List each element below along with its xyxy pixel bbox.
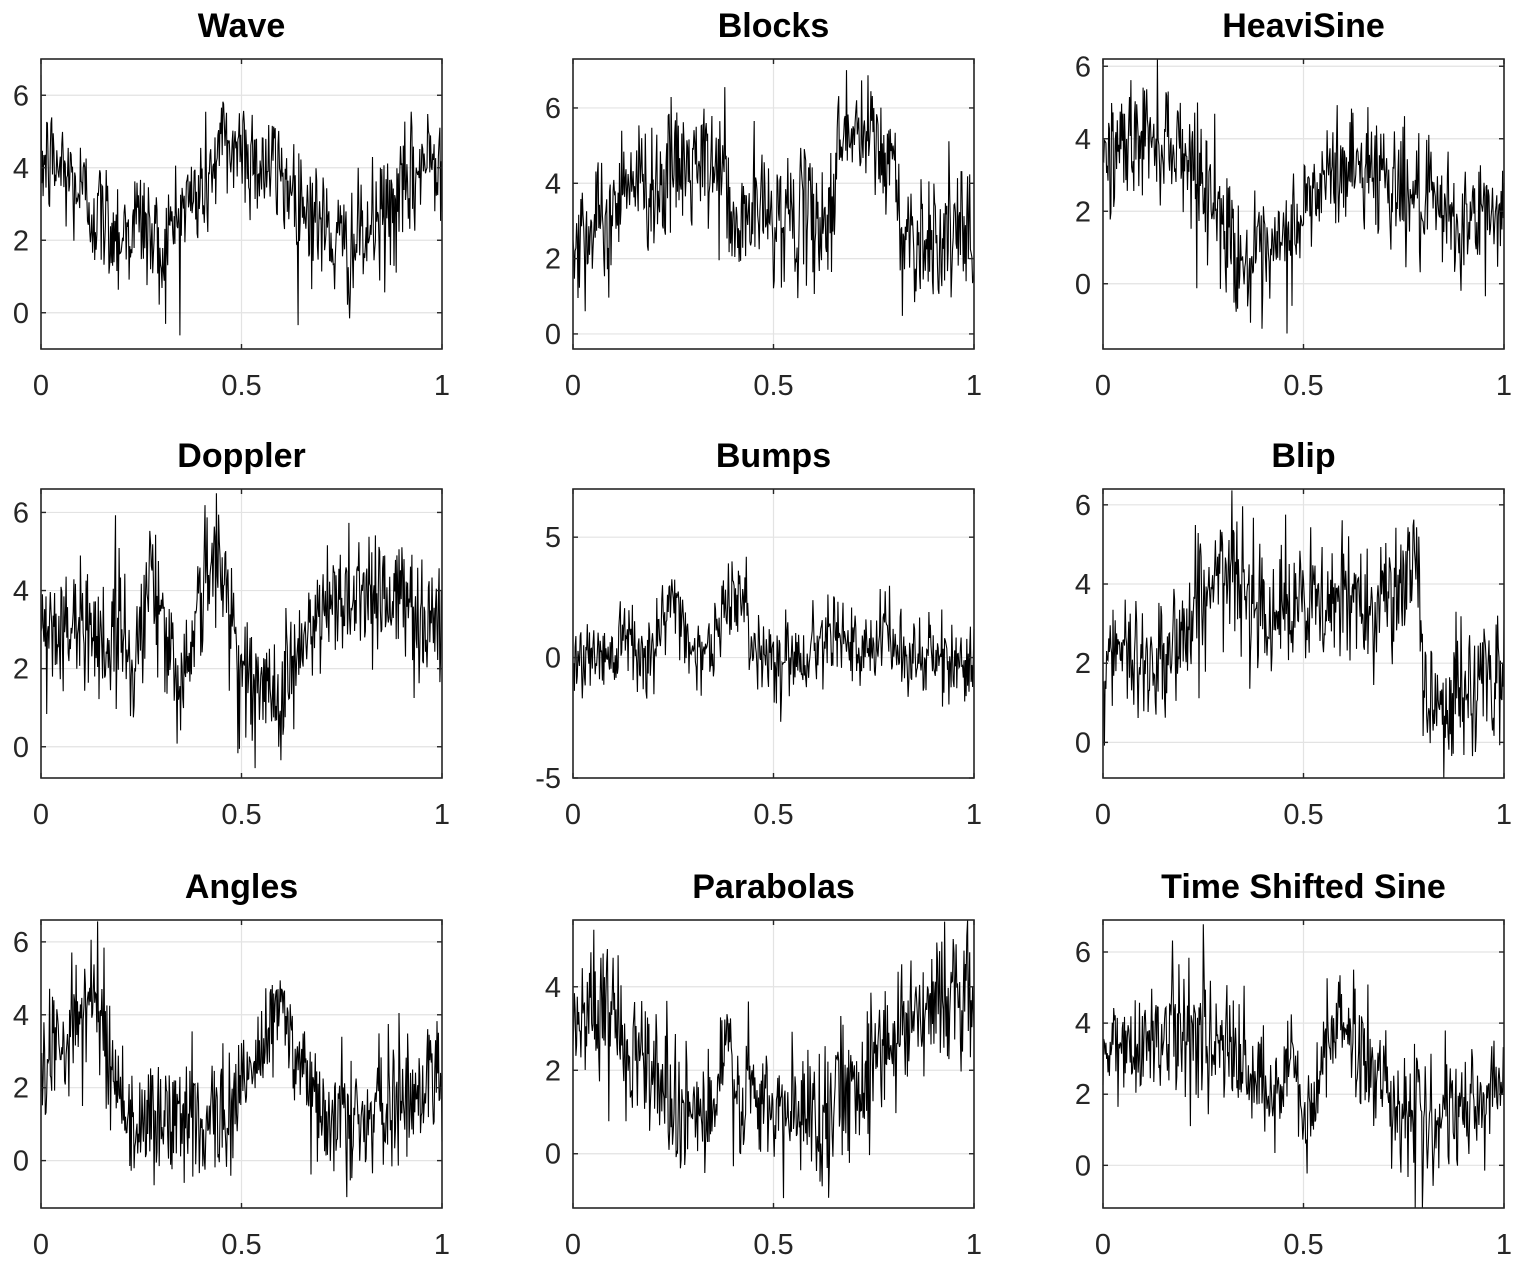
y-tick-label: -5 xyxy=(535,763,561,795)
y-tick-label: 6 xyxy=(1075,51,1091,83)
y-tick-label: 4 xyxy=(13,153,29,185)
subplot-7: 0 0.5 1 0 2 4 6 Angles xyxy=(13,868,450,1261)
x-tick-label: 0.5 xyxy=(221,799,261,831)
subplot-9: 0 0.5 1 0 2 4 6 Time Shifted Sine xyxy=(1075,868,1512,1261)
subplot-title: Parabolas xyxy=(692,868,855,906)
subplot-title: Blip xyxy=(1271,437,1335,475)
y-tick-label: 6 xyxy=(1075,937,1091,969)
x-tick-label: 0.5 xyxy=(221,370,261,402)
x-tick-label: 1 xyxy=(434,370,450,402)
y-tick-label: 4 xyxy=(1075,1008,1091,1040)
subplot-title: Blocks xyxy=(718,7,830,45)
x-tick-label: 0 xyxy=(565,1229,581,1261)
y-tick-label: 2 xyxy=(13,225,29,257)
subplot-title: HeaviSine xyxy=(1222,7,1385,45)
subplot-4: 0 0.5 1 0 2 4 6 Doppler xyxy=(13,437,450,831)
series-line xyxy=(572,70,975,316)
y-tick-label: 5 xyxy=(545,522,561,554)
x-tick-label: 0.5 xyxy=(753,799,793,831)
x-tick-label: 0.5 xyxy=(221,1229,261,1261)
y-tick-label: 0 xyxy=(13,732,29,764)
subplot-title: Angles xyxy=(185,868,298,906)
y-tick-label: 0 xyxy=(1075,727,1091,759)
x-tick-label: 0 xyxy=(1095,799,1111,831)
x-tick-label: 0 xyxy=(33,799,49,831)
series-line xyxy=(1102,58,1505,334)
y-tick-label: 4 xyxy=(545,168,561,200)
subplot-title: Wave xyxy=(198,7,286,45)
y-tick-label: 4 xyxy=(13,1000,29,1032)
x-tick-label: 0 xyxy=(1095,370,1111,402)
x-tick-label: 1 xyxy=(966,1229,982,1261)
subplot-8: 0 0.5 1 0 2 4 Parabolas xyxy=(545,868,982,1261)
subplot-title: Time Shifted Sine xyxy=(1161,868,1446,906)
series-line xyxy=(1102,924,1505,1209)
y-tick-label: 6 xyxy=(1075,490,1091,522)
x-tick-label: 0.5 xyxy=(1283,1229,1323,1261)
series-line xyxy=(1102,490,1505,779)
y-tick-label: 0 xyxy=(13,1146,29,1178)
y-tick-label: 6 xyxy=(13,80,29,112)
subplot-3: 0 0.5 1 0 2 4 6 HeaviSine xyxy=(1075,7,1512,402)
y-tick-label: 0 xyxy=(13,298,29,330)
y-tick-label: 2 xyxy=(1075,1079,1091,1111)
y-tick-label: 6 xyxy=(13,927,29,959)
x-tick-label: 1 xyxy=(966,799,982,831)
x-tick-label: 0 xyxy=(565,799,581,831)
x-tick-label: 0 xyxy=(565,370,581,402)
y-tick-label: 6 xyxy=(13,497,29,529)
x-tick-label: 1 xyxy=(434,799,450,831)
y-tick-label: 2 xyxy=(1075,196,1091,228)
y-tick-label: 0 xyxy=(545,1139,561,1171)
x-tick-label: 1 xyxy=(1496,799,1512,831)
subplot-6: 0 0.5 1 0 2 4 6 Blip xyxy=(1075,437,1512,831)
x-tick-label: 0.5 xyxy=(1283,799,1323,831)
series-line xyxy=(40,74,443,336)
x-tick-label: 1 xyxy=(1496,370,1512,402)
y-tick-label: 2 xyxy=(13,654,29,686)
x-tick-label: 1 xyxy=(434,1229,450,1261)
y-tick-label: 0 xyxy=(545,319,561,351)
y-tick-label: 6 xyxy=(545,93,561,125)
series-line xyxy=(572,919,975,1199)
series-line xyxy=(40,921,443,1198)
y-tick-label: 0 xyxy=(1075,1150,1091,1182)
x-tick-label: 0.5 xyxy=(753,1229,793,1261)
subplot-title: Doppler xyxy=(177,437,305,475)
series-line xyxy=(40,493,443,769)
x-tick-label: 0 xyxy=(33,1229,49,1261)
x-tick-label: 0 xyxy=(1095,1229,1111,1261)
y-tick-label: 4 xyxy=(13,576,29,608)
y-tick-label: 4 xyxy=(1075,124,1091,156)
y-tick-label: 4 xyxy=(1075,569,1091,601)
y-tick-label: 4 xyxy=(545,972,561,1004)
y-tick-label: 0 xyxy=(545,643,561,675)
x-tick-label: 0.5 xyxy=(1283,370,1323,402)
y-tick-label: 2 xyxy=(1075,648,1091,680)
series-line xyxy=(572,556,975,722)
y-tick-label: 2 xyxy=(13,1073,29,1105)
x-tick-label: 1 xyxy=(966,370,982,402)
x-tick-label: 1 xyxy=(1496,1229,1512,1261)
y-tick-label: 2 xyxy=(545,1055,561,1087)
y-tick-label: 2 xyxy=(545,244,561,276)
subplot-1: 0 0.5 1 0 2 4 6 Wave xyxy=(13,7,450,402)
x-tick-label: 0 xyxy=(33,370,49,402)
x-tick-label: 0.5 xyxy=(753,370,793,402)
y-tick-label: 0 xyxy=(1075,269,1091,301)
subplot-title: Bumps xyxy=(716,437,831,475)
subplot-2: 0 0.5 1 0 2 4 6 Blocks xyxy=(545,7,982,402)
